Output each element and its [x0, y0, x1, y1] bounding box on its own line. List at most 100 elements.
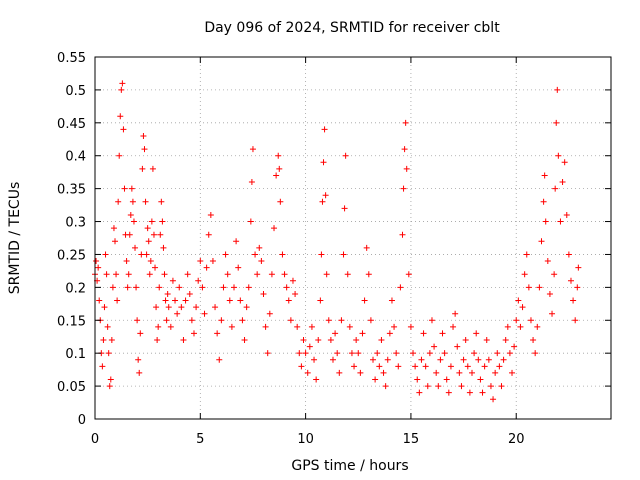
- data-point: [228, 323, 235, 330]
- y-tick-label: 0.5: [65, 84, 86, 99]
- data-point: [226, 297, 233, 304]
- data-point: [161, 271, 168, 278]
- data-point: [241, 337, 248, 344]
- data-point: [353, 337, 360, 344]
- data-point: [567, 277, 574, 284]
- data-point: [319, 198, 326, 205]
- data-point: [165, 304, 172, 311]
- data-point: [393, 350, 400, 357]
- data-point: [214, 330, 221, 337]
- data-point: [112, 238, 119, 245]
- data-point: [157, 231, 164, 238]
- data-point: [148, 218, 155, 225]
- data-point: [118, 86, 125, 93]
- data-point: [359, 330, 366, 337]
- data-point: [182, 297, 189, 304]
- data-point: [105, 350, 112, 357]
- data-point: [336, 369, 343, 376]
- data-point: [231, 284, 238, 291]
- data-point: [306, 343, 313, 350]
- data-point: [134, 317, 141, 324]
- data-point: [481, 363, 488, 370]
- data-point: [102, 251, 109, 258]
- y-tick-label: 0.25: [57, 248, 86, 263]
- data-point: [197, 258, 204, 265]
- data-point: [300, 337, 307, 344]
- data-point: [123, 258, 130, 265]
- y-tick-label: 0.1: [65, 347, 86, 362]
- chart-title: Day 096 of 2024, SRMTID for receiver cbl…: [204, 20, 500, 36]
- data-point: [376, 363, 383, 370]
- data-point: [195, 277, 202, 284]
- data-point: [218, 317, 225, 324]
- data-point: [541, 172, 548, 179]
- data-point: [203, 264, 210, 271]
- axis-ticks: 0 0.05 0.1 0.15 0.2 0.25 0.3 0.35 0.4 0.45 0.5 0.55…: [57, 51, 611, 447]
- data-point: [127, 211, 134, 218]
- data-point: [527, 317, 534, 324]
- data-point: [487, 383, 494, 390]
- data-point: [342, 152, 349, 159]
- data-point: [93, 258, 100, 265]
- data-point: [332, 330, 339, 337]
- data-point: [311, 356, 318, 363]
- data-point: [220, 284, 227, 291]
- data-point: [132, 244, 139, 251]
- data-point: [378, 337, 385, 344]
- data-point: [380, 369, 387, 376]
- data-point: [147, 258, 154, 265]
- data-point: [563, 211, 570, 218]
- data-point: [435, 383, 442, 390]
- data-point: [511, 343, 518, 350]
- data-point: [443, 376, 450, 383]
- data-point: [212, 304, 219, 311]
- data-point: [188, 317, 195, 324]
- data-point: [574, 284, 581, 291]
- data-point: [120, 126, 127, 133]
- data-point: [433, 369, 440, 376]
- data-point: [145, 238, 152, 245]
- data-point: [143, 251, 150, 258]
- data-point: [372, 376, 379, 383]
- data-point: [292, 290, 299, 297]
- data-point: [107, 376, 114, 383]
- data-point: [121, 185, 128, 192]
- data-point: [557, 218, 564, 225]
- data-point: [365, 271, 372, 278]
- data-point: [405, 271, 412, 278]
- data-point: [201, 310, 208, 317]
- data-point: [275, 152, 282, 159]
- data-point: [302, 350, 309, 357]
- data-point: [163, 317, 170, 324]
- data-point: [407, 323, 414, 330]
- data-point: [509, 369, 516, 376]
- data-point: [283, 284, 290, 291]
- data-point: [329, 356, 336, 363]
- data-point: [386, 330, 393, 337]
- data-point: [100, 337, 107, 344]
- data-point: [315, 337, 322, 344]
- data-point: [420, 330, 427, 337]
- data-point: [273, 172, 280, 179]
- data-point: [174, 310, 181, 317]
- data-point: [141, 146, 148, 153]
- data-point: [159, 218, 166, 225]
- data-point: [296, 350, 303, 357]
- x-tick-label: 10: [297, 432, 314, 447]
- data-point: [426, 350, 433, 357]
- data-point: [340, 251, 347, 258]
- data-point: [205, 231, 212, 238]
- data-point: [129, 198, 136, 205]
- data-point: [523, 251, 530, 258]
- data-point: [551, 271, 558, 278]
- data-point: [475, 356, 482, 363]
- data-point: [276, 165, 283, 172]
- data-point: [530, 337, 537, 344]
- data-point: [452, 310, 459, 317]
- data-point: [264, 350, 271, 357]
- data-point: [126, 231, 133, 238]
- data-point: [239, 317, 246, 324]
- data-point: [357, 369, 364, 376]
- data-point: [237, 297, 244, 304]
- data-point: [142, 198, 149, 205]
